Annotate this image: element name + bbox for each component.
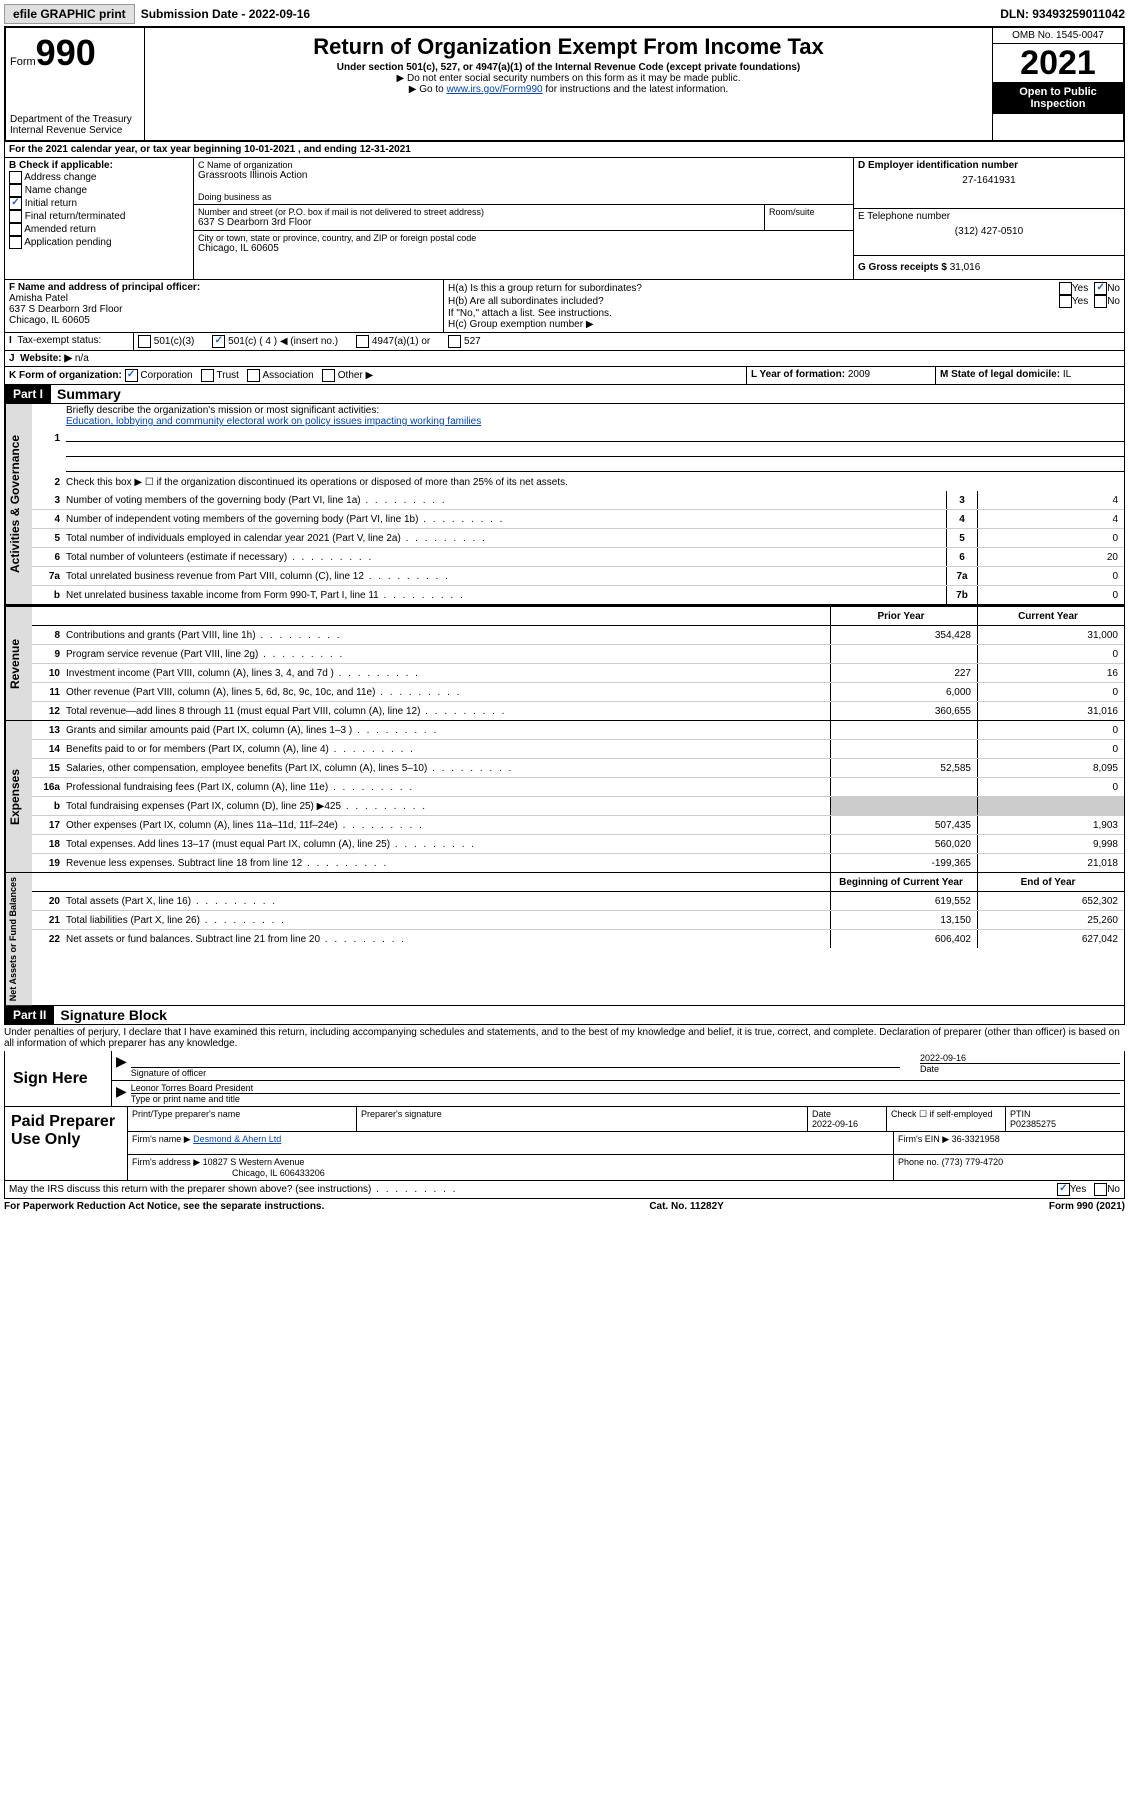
table-row: 12Total revenue—add lines 8 through 11 (…	[32, 702, 1124, 720]
discuss-row: May the IRS discuss this return with the…	[4, 1181, 1125, 1199]
org-name: Grassroots Illinois Action	[198, 170, 849, 181]
b-option[interactable]: Final return/terminated	[9, 210, 189, 223]
table-row: 3Number of voting members of the governi…	[32, 491, 1124, 510]
table-row: 19Revenue less expenses. Subtract line 1…	[32, 854, 1124, 872]
revenue-section: Revenue Prior Year Current Year 8Contrib…	[4, 605, 1125, 721]
top-bar: efile GRAPHIC print Submission Date - 20…	[4, 4, 1125, 24]
netassets-tab: Net Assets or Fund Balances	[5, 873, 32, 1005]
arrow-icon: ▶	[116, 1083, 127, 1104]
subtitle-3: ▶ Go to www.irs.gov/Form990 for instruct…	[149, 84, 988, 95]
officer-group-block: F Name and address of principal officer:…	[4, 280, 1125, 333]
discuss-yes-checkbox[interactable]	[1057, 1183, 1070, 1196]
table-row: bNet unrelated business taxable income f…	[32, 586, 1124, 604]
revenue-tab: Revenue	[5, 607, 32, 720]
line-j: J Website: ▶ n/a	[4, 351, 1125, 367]
table-row: 16aProfessional fundraising fees (Part I…	[32, 778, 1124, 797]
table-row: 5Total number of individuals employed in…	[32, 529, 1124, 548]
website: n/a	[75, 353, 89, 364]
table-row: 18Total expenses. Add lines 13–17 (must …	[32, 835, 1124, 854]
line-i: I Tax-exempt status: 501(c)(3) 501(c) ( …	[4, 333, 1125, 351]
i-option[interactable]: 527	[448, 336, 480, 347]
irs-label: Internal Revenue Service	[10, 125, 140, 136]
b-option[interactable]: Address change	[9, 171, 189, 184]
form-header: Form990 Department of the Treasury Inter…	[4, 26, 1125, 142]
dept-treasury: Department of the Treasury	[10, 114, 140, 125]
form-number: Form990	[10, 32, 140, 74]
hb-no-checkbox[interactable]	[1094, 295, 1107, 308]
expenses-tab: Expenses	[5, 721, 32, 872]
omb-number: OMB No. 1545-0047	[993, 28, 1123, 44]
irs-link[interactable]: www.irs.gov/Form990	[446, 84, 542, 95]
part-i-header: Part I Summary	[4, 385, 1125, 404]
table-row: 10Investment income (Part VIII, column (…	[32, 664, 1124, 683]
table-row: 9Program service revenue (Part VIII, lin…	[32, 645, 1124, 664]
sign-here-label: Sign Here	[5, 1051, 112, 1106]
k-option-checkbox[interactable]	[125, 369, 138, 382]
table-row: 21Total liabilities (Part X, line 26)13,…	[32, 911, 1124, 930]
table-row: 4Number of independent voting members of…	[32, 510, 1124, 529]
b-option[interactable]: Amended return	[9, 223, 189, 236]
k-option-checkbox[interactable]	[322, 369, 335, 382]
efile-button[interactable]: efile GRAPHIC print	[4, 4, 135, 24]
mission-text[interactable]: Education, lobbying and community electo…	[66, 416, 481, 427]
org-info-block: B Check if applicable: Address change Na…	[4, 158, 1125, 280]
section-b: B Check if applicable: Address change Na…	[5, 158, 194, 279]
discuss-no-checkbox[interactable]	[1094, 1183, 1107, 1196]
b-option[interactable]: Application pending	[9, 236, 189, 249]
table-row: 17Other expenses (Part IX, column (A), l…	[32, 816, 1124, 835]
dln: DLN: 93493259011042	[1000, 7, 1125, 21]
governance-tab: Activities & Governance	[5, 404, 32, 604]
tax-year: 2021	[993, 44, 1123, 82]
i-option[interactable]: 501(c)(3)	[138, 336, 194, 347]
hb-yes-checkbox[interactable]	[1059, 295, 1072, 308]
org-address: 637 S Dearborn 3rd Floor	[198, 217, 760, 228]
sign-here-block: Sign Here ▶ Signature of officer 2022-09…	[4, 1051, 1125, 1107]
governance-section: Activities & Governance 1 Briefly descri…	[4, 404, 1125, 605]
netassets-section: Net Assets or Fund Balances Beginning of…	[4, 873, 1125, 1006]
table-row: 15Salaries, other compensation, employee…	[32, 759, 1124, 778]
officer-name: Leonor Torres Board President	[131, 1083, 1120, 1093]
perjury-declaration: Under penalties of perjury, I declare th…	[4, 1025, 1125, 1051]
b-option[interactable]: Initial return	[9, 197, 189, 210]
org-city: Chicago, IL 60605	[198, 243, 849, 254]
form-title: Return of Organization Exempt From Incom…	[149, 34, 988, 60]
table-row: bTotal fundraising expenses (Part IX, co…	[32, 797, 1124, 816]
arrow-icon: ▶	[116, 1053, 127, 1078]
table-row: 11Other revenue (Part VIII, column (A), …	[32, 683, 1124, 702]
table-row: 7aTotal unrelated business revenue from …	[32, 567, 1124, 586]
k-option-checkbox[interactable]	[247, 369, 260, 382]
line-klm: K Form of organization: Corporation Trus…	[4, 367, 1125, 385]
ha-yes-checkbox[interactable]	[1059, 282, 1072, 295]
section-h: H(a) Is this a group return for subordin…	[444, 280, 1124, 332]
subtitle-2: ▶ Do not enter social security numbers o…	[149, 73, 988, 84]
section-deg: D Employer identification number 27-1641…	[854, 158, 1124, 279]
gross-receipts: 31,016	[950, 262, 981, 273]
expenses-section: Expenses 13Grants and similar amounts pa…	[4, 721, 1125, 873]
line-a: For the 2021 calendar year, or tax year …	[4, 142, 1125, 158]
table-row: 8Contributions and grants (Part VIII, li…	[32, 626, 1124, 645]
section-f: F Name and address of principal officer:…	[5, 280, 444, 332]
subtitle-1: Under section 501(c), 527, or 4947(a)(1)…	[149, 62, 988, 73]
ein: 27-1641931	[858, 171, 1120, 186]
b-option[interactable]: Name change	[9, 184, 189, 197]
paid-preparer-block: Paid Preparer Use Only Print/Type prepar…	[4, 1107, 1125, 1181]
telephone: (312) 427-0510	[858, 222, 1120, 237]
part-ii-header: Part II Signature Block	[4, 1006, 1125, 1025]
firm-name-link[interactable]: Desmond & Ahern Ltd	[193, 1134, 281, 1144]
ha-no-checkbox[interactable]	[1094, 282, 1107, 295]
ptin: P02385275	[1010, 1119, 1056, 1129]
k-option-checkbox[interactable]	[201, 369, 214, 382]
table-row: 6Total number of volunteers (estimate if…	[32, 548, 1124, 567]
i-option[interactable]: 501(c) ( 4 ) ◀ (insert no.)	[212, 336, 338, 347]
i-option[interactable]: 4947(a)(1) or	[356, 336, 430, 347]
table-row: 14Benefits paid to or for members (Part …	[32, 740, 1124, 759]
open-public-badge: Open to Public Inspection	[993, 82, 1123, 114]
paid-preparer-label: Paid Preparer Use Only	[5, 1107, 128, 1180]
section-c: C Name of organization Grassroots Illino…	[194, 158, 854, 279]
table-row: 22Net assets or fund balances. Subtract …	[32, 930, 1124, 948]
page-footer: For Paperwork Reduction Act Notice, see …	[4, 1199, 1125, 1214]
table-row: 13Grants and similar amounts paid (Part …	[32, 721, 1124, 740]
submission-date: Submission Date - 2022-09-16	[141, 7, 310, 21]
table-row: 20Total assets (Part X, line 16)619,5526…	[32, 892, 1124, 911]
